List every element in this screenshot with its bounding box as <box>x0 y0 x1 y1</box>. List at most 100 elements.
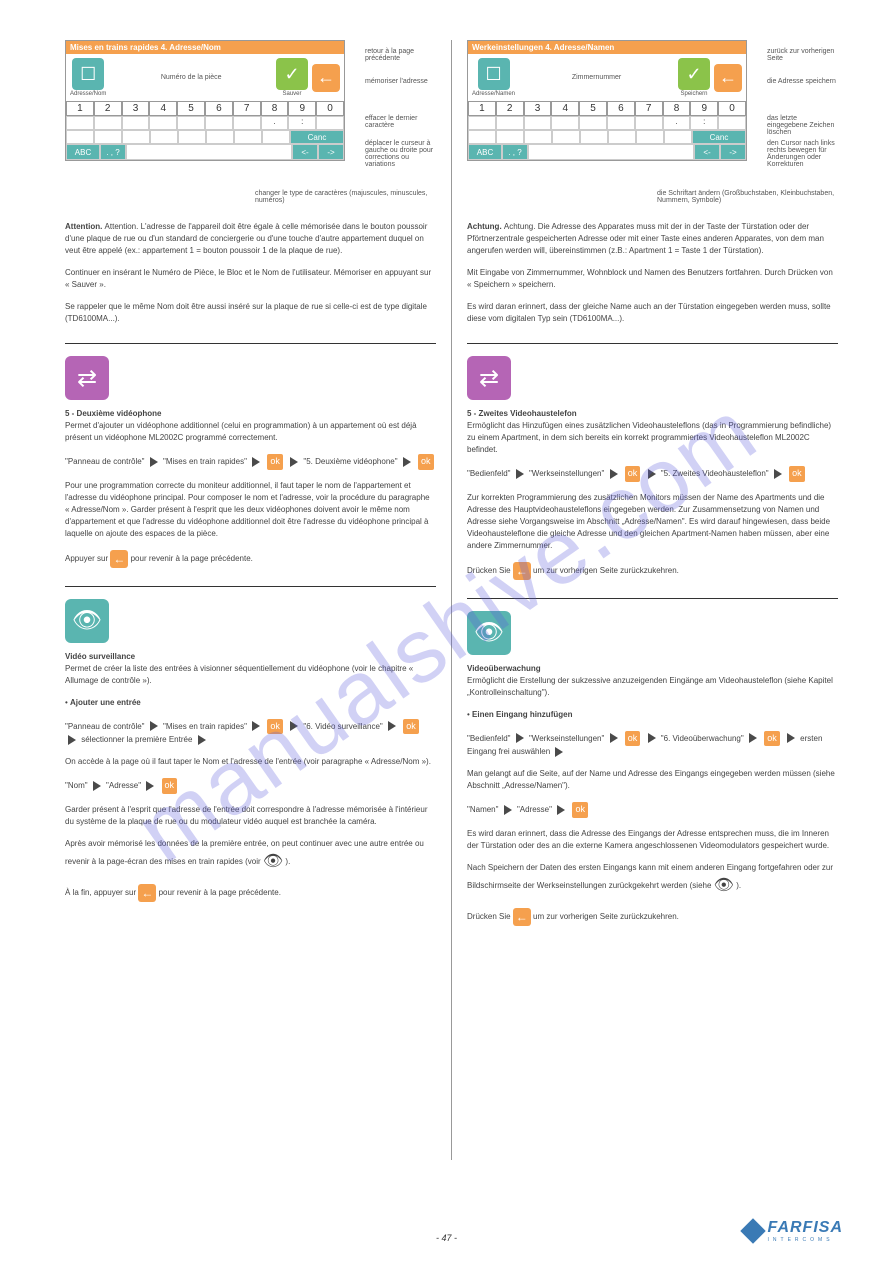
section-divider <box>65 586 436 587</box>
key-3[interactable]: 3 <box>524 101 552 116</box>
para-note: Es wird daran erinnert, dass der gleiche… <box>467 301 838 325</box>
colon-key[interactable]: : <box>288 116 316 130</box>
ok-badge: ok <box>764 731 780 747</box>
section-title: 5 - Zweites Videohaustelefon <box>467 408 838 420</box>
para-attention: Attention. Attention. L'adresse de l'app… <box>65 221 436 257</box>
blank-row: . : <box>66 116 344 130</box>
key-3[interactable]: 3 <box>122 101 150 116</box>
key-0[interactable]: 0 <box>316 101 344 116</box>
save-icon-stack: ✓ Speichern <box>678 58 710 97</box>
brand-name: FARFISA <box>768 1219 843 1237</box>
dot-key[interactable]: . <box>261 116 289 130</box>
eye-icon: 👁 <box>65 599 109 643</box>
back-icon[interactable]: ← <box>714 64 742 92</box>
back-icon: ← <box>513 908 531 926</box>
key-7[interactable]: 7 <box>635 101 663 116</box>
para-note: Se rappeler que le même Nom doit être au… <box>65 301 436 325</box>
section-video-surveillance: 👁 Videoüberwachung Ermöglicht die Erstel… <box>467 611 838 926</box>
ok-badge: ok <box>789 466 805 482</box>
section-title: 5 - Deuxième vidéophone <box>65 408 436 420</box>
back-icon[interactable]: ← <box>312 64 340 92</box>
address-icon[interactable]: ☐ <box>72 58 104 90</box>
section-text4: Après avoir mémorisé les données de la p… <box>65 838 436 874</box>
footer-logo: FARFISA INTERCOMS <box>744 1219 843 1243</box>
logo-diamond-icon <box>740 1218 765 1243</box>
arrow-icon <box>610 733 618 743</box>
callout-save: die Adresse speichern <box>767 78 836 85</box>
arrow-icon <box>150 457 158 467</box>
key-7[interactable]: 7 <box>233 101 261 116</box>
section-divider <box>65 343 436 344</box>
key-9[interactable]: 9 <box>690 101 718 116</box>
cursor-right-key[interactable]: -> <box>318 144 344 160</box>
key-2[interactable]: 2 <box>496 101 524 116</box>
bullet: • Ajouter une entrée <box>65 697 436 709</box>
arrow-icon <box>388 721 396 731</box>
sequence-line: "Bedienfeld" "Werkseinstellungen" ok "6.… <box>467 731 838 759</box>
section-second-videophone: ⇄ 5 - Zweites Videohaustelefon Ermöglich… <box>467 356 838 580</box>
arrow-icon <box>648 733 656 743</box>
panel-top-row: ☐ Adresse/Namen Zimmernummer ✓ Speichern… <box>468 54 746 101</box>
address-icon[interactable]: ☐ <box>478 58 510 90</box>
arrow-icon <box>290 457 298 467</box>
arrow-icon <box>252 721 260 731</box>
section-divider <box>467 343 838 344</box>
spacebar[interactable] <box>528 144 694 160</box>
bullet: • Einen Eingang hinzufügen <box>467 709 838 721</box>
arrow-icon <box>516 469 524 479</box>
cursor-right-key[interactable]: -> <box>720 144 746 160</box>
colon-key[interactable]: : <box>690 116 718 130</box>
key-1[interactable]: 1 <box>468 101 496 116</box>
abc-key[interactable]: ABC <box>468 144 502 160</box>
key-2[interactable]: 2 <box>94 101 122 116</box>
back-icon: ← <box>513 562 531 580</box>
punct-key[interactable]: . , ? <box>502 144 528 160</box>
back-icon: ← <box>138 884 156 902</box>
section-text2: On accède à la page où il faut taper le … <box>65 756 436 768</box>
section-text5: Drücken Sie ← um zur vorherigen Seite zu… <box>467 908 838 926</box>
abc-key[interactable]: ABC <box>66 144 100 160</box>
callout-abc: die Schriftart ändern (Großbuchstaben, K… <box>657 190 838 204</box>
key-6[interactable]: 6 <box>205 101 233 116</box>
cursor-left-key[interactable]: <- <box>292 144 318 160</box>
key-4[interactable]: 4 <box>149 101 177 116</box>
ok-badge: ok <box>162 778 178 794</box>
para-continue: Continuer en insérant le Numéro de Pièce… <box>65 267 436 291</box>
canc-key[interactable]: Canc <box>692 130 746 144</box>
arrow-icon <box>146 781 154 791</box>
arrow-icon <box>198 735 206 745</box>
sequence-line: "Panneau de contrôle" "Mises en train ra… <box>65 719 436 747</box>
key-8[interactable]: 8 <box>663 101 691 116</box>
swap-icon: ⇄ <box>467 356 511 400</box>
key-5[interactable]: 5 <box>579 101 607 116</box>
spacebar[interactable] <box>126 144 292 160</box>
save-icon[interactable]: ✓ <box>276 58 308 90</box>
cursor-left-key[interactable]: <- <box>694 144 720 160</box>
arrow-icon <box>68 735 76 745</box>
key-0[interactable]: 0 <box>718 101 746 116</box>
section-text2: Zur korrekten Programmierung des zusätzl… <box>467 492 838 552</box>
dot-key[interactable]: . <box>663 116 691 130</box>
key-5[interactable]: 5 <box>177 101 205 116</box>
number-row: 1 2 3 4 5 6 7 8 9 0 <box>66 101 344 116</box>
key-6[interactable]: 6 <box>607 101 635 116</box>
sequence-line-2: "Namen" "Adresse" ok <box>467 802 838 818</box>
canc-key[interactable]: Canc <box>290 130 344 144</box>
key-8[interactable]: 8 <box>261 101 289 116</box>
save-icon[interactable]: ✓ <box>678 58 710 90</box>
key-1[interactable]: 1 <box>66 101 94 116</box>
arrow-icon <box>749 733 757 743</box>
section-text3: Appuyer sur ← pour revenir à la page pré… <box>65 550 436 568</box>
address-icon-stack: ☐ Adresse/Namen <box>472 58 515 97</box>
punct-key[interactable]: . , ? <box>100 144 126 160</box>
bottom-row: ABC . , ? <- -> <box>468 144 746 160</box>
panel-title: Mises en trains rapides 4. Adresse/Nom <box>66 41 344 54</box>
arrow-icon <box>93 781 101 791</box>
key-9[interactable]: 9 <box>288 101 316 116</box>
panel-top-row: ☐ Adresse/Nom Numéro de la pièce ✓ Sauve… <box>66 54 344 101</box>
section-text1: Ermöglicht das Hinzufügen eines zusätzli… <box>467 420 838 456</box>
key-4[interactable]: 4 <box>551 101 579 116</box>
swap-icon: ⇄ <box>65 356 109 400</box>
eye-icon: 👁 <box>263 850 283 874</box>
arrow-icon <box>555 747 563 757</box>
